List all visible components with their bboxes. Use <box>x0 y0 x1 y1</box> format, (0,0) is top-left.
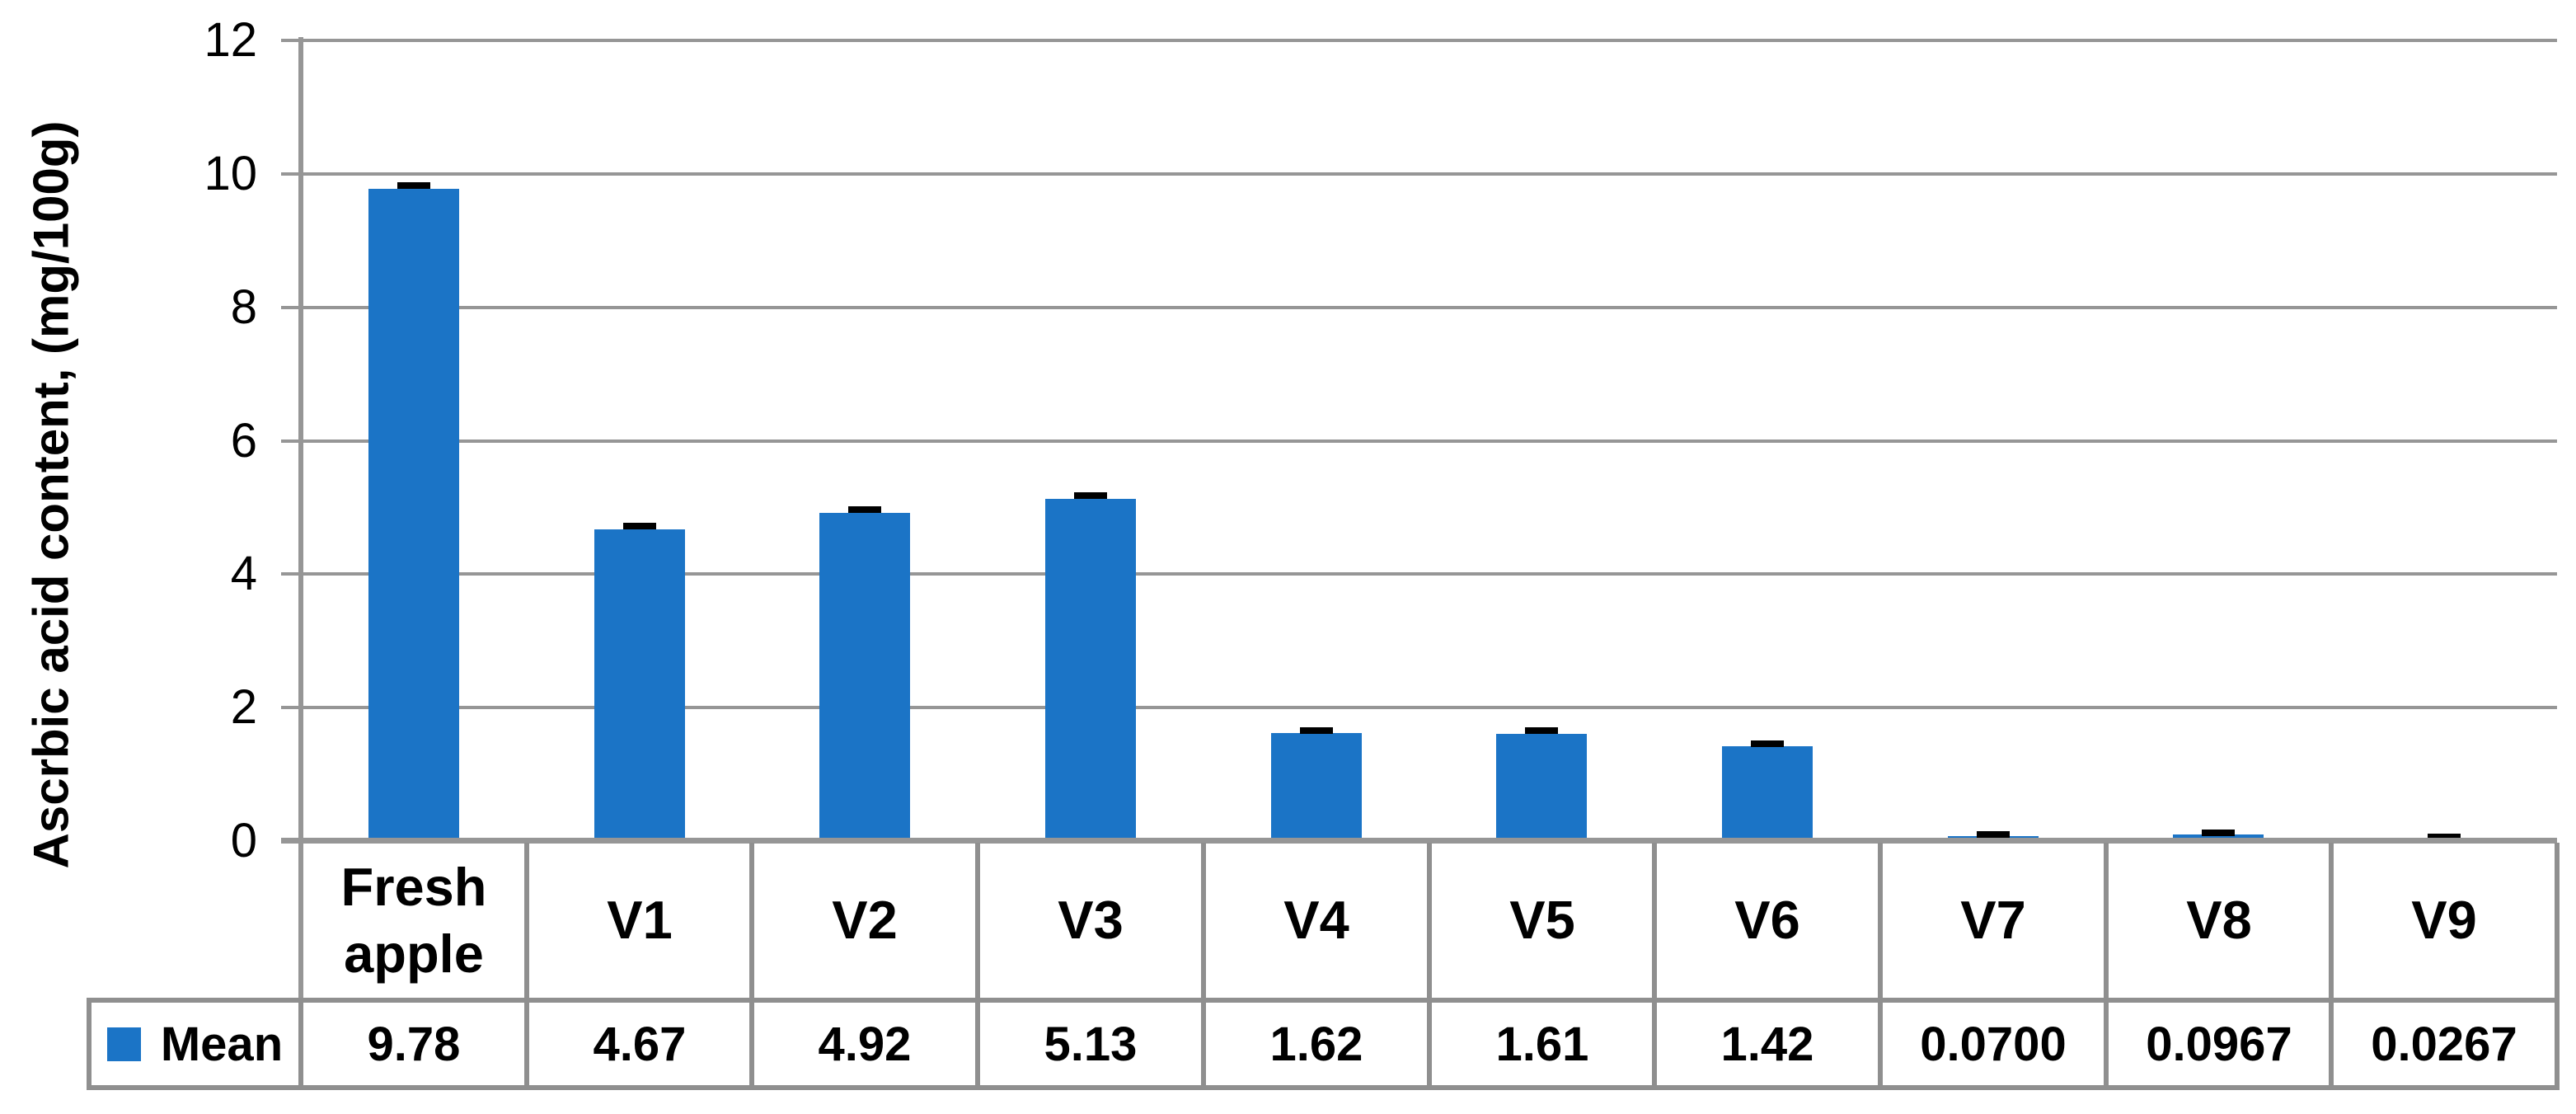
y-axis-tick-4 <box>281 572 301 576</box>
category-label-v7: V7 <box>1960 890 2026 951</box>
error-bar-cap-9 <box>2202 830 2235 836</box>
error-bar-cap-4 <box>1074 492 1107 499</box>
table-left-border <box>87 998 91 1090</box>
gridline-y4 <box>301 572 2557 576</box>
category-label-v3: V3 <box>1058 890 1124 951</box>
table-bottom-border <box>87 1085 2557 1090</box>
y-axis-tick-8 <box>281 306 301 309</box>
category-row-separator-2 <box>749 843 754 998</box>
category-label-v2: V2 <box>832 890 898 951</box>
mean-row-separator-8 <box>2104 998 2109 1090</box>
y-axis-tick-label-8: 8 <box>230 280 257 334</box>
category-row-separator-8 <box>2104 843 2109 998</box>
y-axis-tick-12 <box>281 39 301 42</box>
mean-row-separator-2 <box>749 998 754 1090</box>
error-bar-cap-10 <box>2428 834 2461 840</box>
bar-v3 <box>1045 499 1136 841</box>
gridline-y6 <box>301 439 2557 443</box>
category-row-separator-4 <box>1201 843 1206 998</box>
y-axis-tick-label-12: 12 <box>204 13 257 67</box>
x-axis-line <box>281 838 2557 844</box>
error-bar-cap-3 <box>848 506 881 513</box>
gridline-y8 <box>301 306 2557 309</box>
error-bar-cap-8 <box>1977 831 2010 838</box>
mean-value-v6: 1.42 <box>1720 1017 1814 1071</box>
category-row-separator-5 <box>1427 843 1432 998</box>
legend-label-mean: Mean <box>160 1017 284 1071</box>
category-label-v8: V8 <box>2186 890 2252 951</box>
y-axis-tick-6 <box>281 439 301 443</box>
table-top-border <box>87 998 2557 1003</box>
bar-v6 <box>1722 746 1813 841</box>
mean-value-v2: 4.92 <box>818 1017 912 1071</box>
legend-swatch-mean <box>106 1027 141 1061</box>
mean-row-separator-9 <box>2329 998 2334 1090</box>
y-axis-tick-label-6: 6 <box>230 414 257 468</box>
mean-value-fresh-apple: 9.78 <box>367 1017 461 1071</box>
legend-cell-mean: Mean <box>91 1003 298 1085</box>
gridline-y2 <box>301 706 2557 709</box>
mean-value-v3: 5.13 <box>1044 1017 1138 1071</box>
mean-row-separator-4 <box>1201 998 1206 1090</box>
error-bar-cap-5 <box>1300 727 1333 734</box>
y-axis-title: Ascrbic acid content, (mg/100g) <box>23 120 79 869</box>
error-bar-cap-2 <box>623 523 656 529</box>
category-row-separator-3 <box>975 843 980 998</box>
bar-v1 <box>594 529 685 841</box>
category-label-v9: V9 <box>2411 890 2477 951</box>
y-axis-tick-label-4: 4 <box>230 547 257 600</box>
mean-value-v8: 0.0967 <box>2146 1017 2292 1071</box>
mean-value-v7: 0.0700 <box>1920 1017 2067 1071</box>
error-bar-cap-7 <box>1751 740 1784 747</box>
bar-v5 <box>1496 734 1587 841</box>
category-label-v6: V6 <box>1734 890 1800 951</box>
category-label-v1: V1 <box>607 890 673 951</box>
mean-row-separator-0 <box>298 998 303 1090</box>
category-row-separator-7 <box>1878 843 1883 998</box>
category-label-v4: V4 <box>1283 890 1349 951</box>
table-right-border <box>2555 998 2560 1090</box>
bar-v4 <box>1271 733 1362 841</box>
mean-value-v9: 0.0267 <box>2371 1017 2517 1071</box>
error-bar-cap-1 <box>397 182 430 189</box>
mean-row-separator-6 <box>1652 998 1657 1090</box>
category-label-fresh-apple: Fresh apple <box>340 856 487 984</box>
category-row-separator-6 <box>1652 843 1657 998</box>
mean-row-separator-1 <box>524 998 529 1090</box>
y-axis-line <box>298 37 303 998</box>
y-axis-tick-label-2: 2 <box>230 680 257 734</box>
category-row-separator-9 <box>2329 843 2334 998</box>
gridline-y10 <box>301 172 2557 176</box>
category-label-v5: V5 <box>1509 890 1575 951</box>
mean-row-separator-5 <box>1427 998 1432 1090</box>
y-axis-tick-label-0: 0 <box>230 814 257 867</box>
mean-row-separator-7 <box>1878 998 1883 1090</box>
error-bar-cap-6 <box>1525 727 1558 734</box>
mean-row-separator-3 <box>975 998 980 1090</box>
y-axis-tick-2 <box>281 706 301 709</box>
mean-value-v1: 4.67 <box>593 1017 687 1071</box>
bar-v2 <box>819 513 910 841</box>
y-axis-tick-10 <box>281 172 301 176</box>
category-row-separator-10 <box>2555 843 2560 998</box>
mean-value-v4: 1.62 <box>1269 1017 1363 1071</box>
gridline-y12 <box>301 39 2557 42</box>
category-row-separator-1 <box>524 843 529 998</box>
mean-value-v5: 1.61 <box>1495 1017 1589 1071</box>
y-axis-tick-label-10: 10 <box>204 147 257 200</box>
bar-fresh-apple <box>368 189 459 841</box>
